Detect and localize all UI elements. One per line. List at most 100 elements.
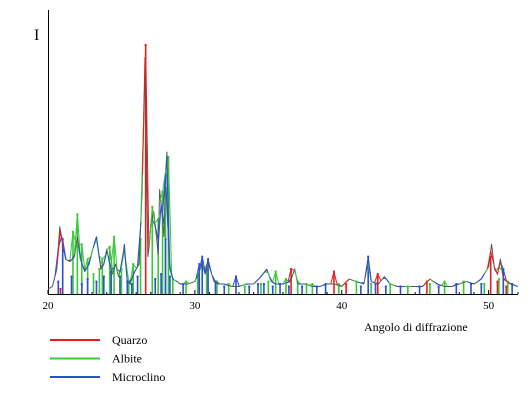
stick-microclino	[437, 285, 440, 294]
overlay-microclino	[254, 275, 262, 284]
stick-quarzo	[489, 255, 492, 294]
stick-quarzo	[345, 283, 348, 294]
stick-microclino	[80, 283, 83, 294]
stick-microclino	[262, 283, 265, 294]
stick-microclino	[359, 285, 362, 294]
y-axis-label: I	[34, 27, 39, 44]
x-tick-label: 30	[189, 300, 201, 312]
overlay-microclino	[198, 256, 206, 274]
legend: Quarzo Albite Microclino	[50, 333, 165, 384]
legend-item-microclino: Microclino	[50, 370, 165, 384]
stick-albite	[428, 283, 431, 294]
stick-microclino	[102, 275, 105, 294]
legend-label: Microclino	[112, 370, 165, 384]
overlay-microclino	[382, 277, 390, 283]
stick-microclino	[168, 275, 171, 294]
overlay-microclino	[211, 275, 219, 285]
legend-label: Quarzo	[112, 333, 147, 347]
overlay-microclino	[260, 269, 268, 278]
overlay-quarzo	[502, 276, 510, 284]
stick-microclino	[136, 275, 139, 294]
stick-quarzo	[505, 285, 508, 294]
overlay-albite	[83, 256, 92, 271]
overlay-microclino	[78, 245, 86, 272]
stick-microclino	[154, 278, 157, 294]
overlay-microclino	[116, 253, 124, 273]
overlay-quarzo	[486, 250, 495, 269]
stick-microclino	[110, 270, 113, 294]
overlay-microclino	[467, 281, 475, 285]
overlay-microclino	[364, 256, 372, 282]
stick-microclino	[279, 283, 282, 294]
stick-albite	[92, 273, 95, 294]
stick-albite	[259, 283, 262, 294]
stick-albite	[355, 280, 358, 294]
overlay-albite	[78, 243, 86, 272]
stick-albite	[120, 268, 123, 294]
overlay-albite	[264, 270, 273, 282]
legend-item-albite: Albite	[50, 352, 142, 366]
overlay-albite	[106, 245, 114, 274]
stick-microclino	[57, 280, 60, 294]
overlay-microclino	[92, 236, 101, 261]
stick-quarzo	[59, 288, 62, 294]
overlay-microclino	[123, 246, 131, 284]
overlay-microclino	[84, 256, 92, 272]
stick-microclino	[118, 275, 121, 294]
stick-microclino	[480, 283, 483, 294]
overlay-microclino	[357, 281, 365, 284]
overlay-albite	[89, 238, 98, 260]
overlay-microclino	[100, 250, 108, 268]
overlay-microclino	[269, 276, 277, 285]
stick-microclino	[248, 285, 251, 294]
overlay-microclino	[322, 283, 329, 287]
overlay-microclino	[133, 222, 142, 273]
legend-label: Albite	[112, 352, 142, 366]
overlay-microclino	[435, 282, 443, 287]
overlay-quarzo	[342, 278, 350, 286]
x-ticks: 20 30 40 50	[43, 290, 495, 312]
phase-peak-overlays	[54, 44, 516, 288]
overlay-quarzo	[423, 278, 431, 286]
stick-microclino	[287, 285, 290, 294]
overlay-albite	[98, 254, 106, 260]
overlay-quarzo	[287, 268, 295, 283]
stick-albite	[370, 283, 373, 294]
overlay-albite	[460, 281, 467, 285]
overlay-microclino	[68, 254, 76, 262]
x-axis-label: Angolo di diffrazione	[364, 320, 468, 334]
overlay-albite	[164, 156, 173, 276]
overlay-albite	[110, 236, 118, 272]
overlay-microclino	[232, 274, 240, 287]
stick-microclino	[95, 280, 98, 294]
overlay-albite	[271, 269, 280, 285]
overlay-albite	[148, 206, 157, 247]
overlay-microclino	[452, 283, 460, 287]
overlay-albite	[158, 169, 167, 203]
overlay-microclino	[285, 276, 293, 284]
overlay-microclino	[128, 270, 136, 283]
stick-albite	[171, 278, 174, 294]
x-tick-label: 40	[336, 300, 348, 312]
stick-microclino	[86, 278, 89, 294]
overlay-albite	[129, 262, 137, 284]
x-tick-label: 20	[43, 300, 55, 312]
overlay-microclino	[221, 283, 228, 286]
stick-microclino	[160, 273, 163, 294]
overlay-microclino	[508, 282, 516, 287]
overlay-albite	[293, 269, 302, 285]
stick-albite	[483, 283, 486, 294]
x-tick-label: 50	[483, 300, 495, 312]
overlay-microclino	[157, 204, 165, 252]
stick-quarzo	[496, 280, 499, 294]
stick-microclino	[223, 285, 226, 294]
diffraction-pattern-line	[47, 56, 519, 290]
overlay-microclino	[372, 281, 379, 285]
stick-microclino	[374, 283, 377, 294]
stick-microclino	[470, 283, 472, 294]
overlay-microclino	[477, 273, 485, 282]
overlay-albite	[182, 280, 190, 285]
stick-microclino	[301, 285, 304, 294]
stick-albite	[497, 278, 500, 294]
